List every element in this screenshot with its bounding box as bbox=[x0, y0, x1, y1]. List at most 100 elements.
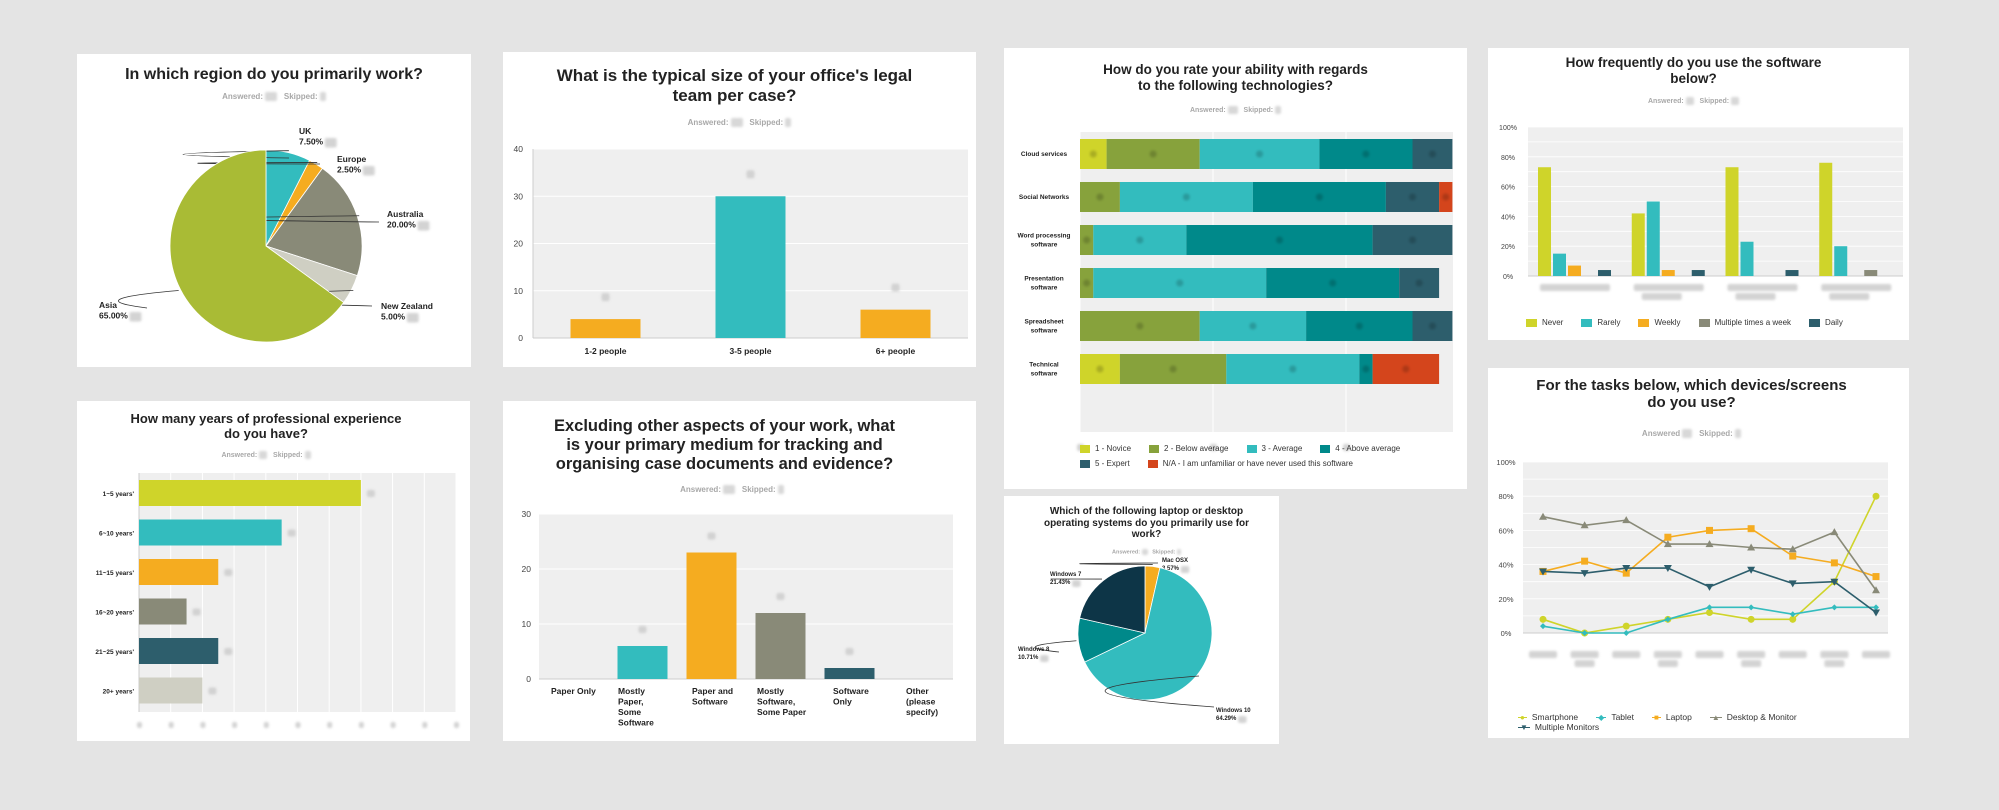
y-tick-label: 20 bbox=[522, 564, 532, 574]
y-tick-label: 20% bbox=[1501, 244, 1515, 251]
redacted-value bbox=[1329, 279, 1337, 287]
x-tick-label: Other bbox=[906, 686, 929, 696]
legend-swatch bbox=[1149, 444, 1160, 453]
redacted-value bbox=[168, 722, 174, 728]
bar bbox=[1740, 241, 1754, 276]
legend-item: Daily bbox=[1809, 318, 1843, 327]
y-tick-label: 6~10 years' bbox=[99, 531, 134, 538]
redacted-value bbox=[208, 687, 217, 695]
title-line: do you use? bbox=[1647, 394, 1736, 412]
response-meta: Answered Skipped: bbox=[1474, 429, 1909, 439]
redacted-value bbox=[1289, 365, 1297, 373]
legend: 1 - Novice 2 - Below average 3 - Average 4 … bbox=[1080, 444, 1460, 468]
bar bbox=[824, 668, 875, 679]
bar bbox=[1834, 246, 1848, 276]
legend-label: 1 - Novice bbox=[1095, 444, 1132, 453]
card-tech-ability: How do you rate your ability with regard… bbox=[1004, 48, 1467, 489]
marker-triangle-up bbox=[1622, 516, 1631, 524]
marker-diamond bbox=[1581, 630, 1588, 636]
line-chart-devices: 0% 20% 40% 60% 80% 100% bbox=[1496, 458, 1890, 667]
slice-percent: 5.00% bbox=[381, 312, 406, 322]
marker-triangle-down bbox=[1705, 583, 1714, 591]
redacted-value bbox=[1149, 150, 1157, 158]
redacted-value bbox=[1862, 651, 1890, 658]
title-line: team per case? bbox=[672, 85, 797, 105]
bar bbox=[1646, 201, 1660, 276]
redacted-value bbox=[1778, 651, 1807, 658]
redacted-value bbox=[1821, 284, 1892, 291]
marker-square bbox=[1706, 526, 1713, 534]
x-tick-label: Paper and bbox=[692, 686, 733, 696]
legend-label: 5 - Expert bbox=[1095, 459, 1130, 468]
bar bbox=[1725, 167, 1739, 276]
marker-triangle-down bbox=[1830, 578, 1839, 586]
redacted-value bbox=[390, 722, 396, 728]
answered-label: Answered: bbox=[687, 118, 729, 127]
legend-swatch bbox=[1526, 318, 1537, 327]
title-line: organising case documents and evidence? bbox=[555, 454, 894, 473]
x-tick-label: Some Paper bbox=[757, 707, 807, 717]
marker-square bbox=[1747, 525, 1755, 533]
legend-marker: ● bbox=[1518, 712, 1527, 722]
legend-item: Rarely bbox=[1581, 318, 1620, 327]
marker-diamond bbox=[1789, 611, 1796, 618]
redacted-value bbox=[1136, 236, 1144, 244]
y-tick-label: Cloud services bbox=[1021, 151, 1068, 158]
bar bbox=[1598, 270, 1611, 276]
legend-item: Multiple times a week bbox=[1698, 318, 1791, 327]
x-tick-label: Software bbox=[618, 718, 654, 728]
redacted-value bbox=[324, 138, 337, 148]
slice-label: Windows 7 bbox=[1050, 572, 1082, 578]
marker-triangle-up bbox=[1580, 521, 1589, 529]
redacted-value bbox=[1136, 322, 1144, 330]
pie-slice bbox=[169, 149, 345, 343]
legend-label: Weekly bbox=[1654, 318, 1681, 327]
legend-item: 2 - Below average bbox=[1149, 444, 1229, 453]
slice-label: Windows 10 bbox=[1216, 708, 1251, 714]
marker-square bbox=[1830, 559, 1838, 567]
slice-label: UK bbox=[299, 126, 312, 136]
title-line: Excluding other aspects of your work, wh… bbox=[553, 417, 896, 435]
answered-label: Answered: bbox=[222, 92, 263, 101]
redacted-value bbox=[1238, 716, 1247, 723]
redacted-value bbox=[1737, 651, 1766, 658]
redacted-value bbox=[1083, 236, 1091, 244]
redacted-value bbox=[707, 532, 716, 540]
marker-triangle-down bbox=[1747, 566, 1756, 574]
redacted-value bbox=[1735, 293, 1776, 300]
bar bbox=[1785, 270, 1799, 276]
redacted-value bbox=[1574, 660, 1595, 667]
title-line: work? bbox=[1131, 529, 1162, 540]
redacted-value bbox=[1096, 365, 1104, 373]
legend-marker: ▲ bbox=[1709, 712, 1722, 722]
legend-label: N/A - I am unfamiliar or have never used… bbox=[1162, 459, 1353, 468]
redacted-value bbox=[1256, 150, 1264, 158]
plot-area bbox=[539, 514, 953, 679]
redacted-value bbox=[746, 170, 755, 179]
card-os: Which of the following laptop or desktop… bbox=[1004, 496, 1279, 744]
card-team-size: What is the typical size of your office'… bbox=[503, 52, 976, 367]
redacted-value bbox=[422, 722, 428, 728]
title-line: How do you rate your ability with regard… bbox=[1103, 62, 1368, 77]
redacted-value bbox=[1362, 150, 1370, 158]
grouped-bar-chart-frequency: 0% 20% 40% 60% 80% 100% bbox=[1499, 125, 1903, 300]
bar bbox=[617, 646, 668, 679]
legend-label: Laptop bbox=[1665, 712, 1692, 722]
redacted-value bbox=[1824, 660, 1845, 667]
redacted-value bbox=[1428, 150, 1436, 158]
series bbox=[1539, 565, 1880, 617]
chart-title: For the tasks below, which devices/scree… bbox=[1474, 377, 1909, 412]
slice-percent: 2.50% bbox=[337, 165, 362, 175]
card-medium: Excluding other aspects of your work, wh… bbox=[503, 401, 976, 741]
marker-triangle-down bbox=[1788, 580, 1797, 588]
legend-label: Smartphone bbox=[1531, 712, 1579, 722]
skipped-label: Skipped: bbox=[273, 451, 303, 459]
legend-item: ▲ Desktop & Monitor bbox=[1709, 712, 1797, 722]
marker-square bbox=[1664, 533, 1672, 541]
redacted-value bbox=[1829, 293, 1870, 300]
legend-swatch bbox=[1638, 318, 1650, 327]
y-tick-label: 60% bbox=[1498, 526, 1513, 535]
marker-circle bbox=[1622, 622, 1630, 630]
x-tick-label: Paper, bbox=[618, 697, 644, 707]
